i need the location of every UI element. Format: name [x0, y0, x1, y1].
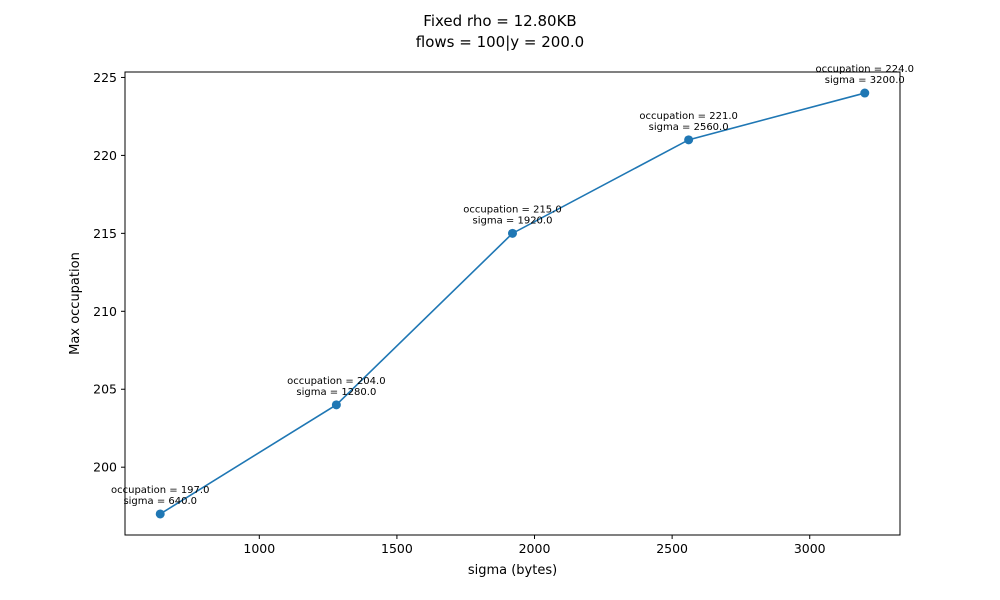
data-point — [155, 509, 165, 519]
data-label-occupation: occupation = 221.0 — [639, 111, 737, 122]
data-label-sigma: sigma = 640.0 — [123, 496, 197, 507]
data-point — [508, 228, 517, 238]
data-label-sigma: sigma = 3200.0 — [825, 75, 905, 86]
data-label-sigma: sigma = 1280.0 — [296, 387, 376, 398]
x-tick-label: 2500 — [656, 541, 688, 556]
y-tick-label: 215 — [93, 226, 117, 241]
chart-subtitle: flows = 100|y = 200.0 — [416, 33, 584, 51]
y-tick-label: 200 — [93, 460, 117, 475]
data-point — [331, 400, 341, 410]
x-axis-label: sigma (bytes) — [468, 563, 557, 578]
x-tick-label: 1500 — [381, 541, 413, 556]
y-tick-label: 205 — [93, 382, 117, 397]
x-tick-label: 1000 — [243, 541, 275, 556]
data-point — [684, 135, 694, 145]
x-tick-label: 3000 — [794, 541, 826, 556]
data-label-sigma: sigma = 2560.0 — [649, 122, 729, 133]
y-tick-label: 220 — [93, 148, 117, 163]
plot-frame — [124, 71, 901, 536]
data-label-occupation: occupation = 224.0 — [816, 64, 914, 75]
data-label-sigma: sigma = 1920.0 — [473, 215, 553, 226]
data-point — [860, 88, 870, 98]
y-axis-label: Max occupation — [68, 252, 83, 355]
chart-title: Fixed rho = 12.80KB — [423, 12, 576, 30]
data-label-occupation: occupation = 197.0 — [111, 485, 209, 496]
plot-area: 1000 1500 2000 2500 3000 200 205 210 215 220 225 oc… — [93, 64, 914, 556]
x-tick-label: 2000 — [519, 541, 551, 556]
y-tick-label: 225 — [93, 70, 117, 85]
data-label-occupation: occupation = 204.0 — [287, 376, 385, 387]
y-tick-label: 210 — [93, 304, 117, 319]
data-label-occupation: occupation = 215.0 — [463, 204, 561, 215]
